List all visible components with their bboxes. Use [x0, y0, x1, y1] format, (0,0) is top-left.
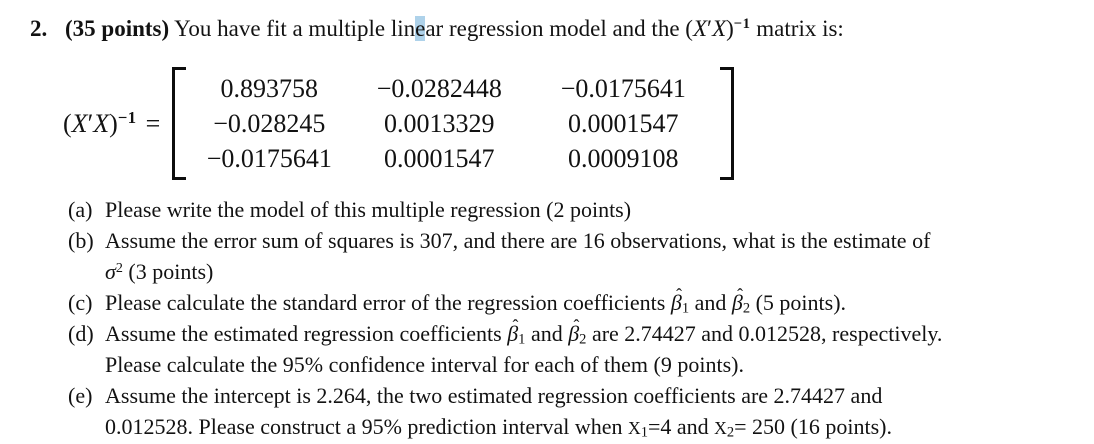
- question-e-continued: 0.012528. Please construct a 95% predict…: [105, 411, 1074, 444]
- x-variable: X: [627, 418, 641, 438]
- matrix-cell: 0.0009108: [568, 144, 679, 173]
- xtx-inverse-math: (X′X)−1: [685, 16, 750, 41]
- sigma-symbol: σ: [105, 259, 116, 284]
- question-a: (a) Please write the model of this multip…: [68, 194, 1074, 225]
- matrix-cell: −0.0175641: [206, 144, 332, 173]
- matrix-cell: 0.0013329: [384, 109, 495, 138]
- hat-accent: ˆ: [573, 315, 580, 336]
- hat-accent: ˆ: [737, 284, 743, 305]
- question-b-continued: σ2 (3 points): [105, 256, 1074, 287]
- matrix-cell: −0.028245: [213, 109, 326, 138]
- question-text: (5 points).: [755, 290, 847, 315]
- question-d: (d) Assume the estimated regression coeff…: [68, 316, 1074, 349]
- x-symbol: X: [712, 16, 727, 41]
- question-text: 0.012528. Please construct a 95% predict…: [105, 414, 623, 439]
- question-list: (a) Please write the model of this multip…: [68, 194, 1074, 444]
- problem-points: (35 points): [65, 16, 170, 41]
- beta-subscript: 1: [681, 300, 690, 317]
- x-symbol: X: [71, 108, 88, 138]
- question-text: Please calculate the standard error of t…: [105, 290, 666, 315]
- question-text: and: [530, 321, 563, 346]
- matrix-cell: 0.0001547: [384, 144, 495, 173]
- paren-close: ): [726, 16, 734, 41]
- question-label: (e): [68, 383, 93, 408]
- selection-highlight: e: [415, 16, 426, 41]
- question-label: (a): [68, 197, 93, 222]
- question-text: = 250 (16 points).: [734, 414, 892, 439]
- matrix-cell: 0.893758: [220, 74, 319, 103]
- question-c: (c) Please calculate the standard error o…: [68, 285, 1074, 318]
- question-text: Please write the model of this multiple …: [105, 197, 632, 222]
- xtx-inverse-matrix: 0.893758 −0.0282448 −0.0175641 −0.028245…: [172, 67, 735, 180]
- beta-subscript: 2: [579, 331, 587, 348]
- question-text: Assume the error sum of squares is 307, …: [105, 228, 931, 253]
- title-text-suffix: matrix is:: [756, 16, 844, 41]
- inverse-exponent: −1: [117, 107, 137, 127]
- inverse-exponent: −1: [733, 15, 751, 32]
- beta-symbol: β: [568, 321, 580, 346]
- matrix-cell: −0.0175641: [560, 74, 686, 103]
- x-subscript: 1: [640, 424, 648, 441]
- x-symbol: X: [692, 16, 708, 41]
- question-e: (e) Assume the intercept is 2.264, the tw…: [68, 380, 1074, 411]
- paren-open: (: [685, 16, 693, 41]
- beta-symbol: β: [507, 321, 519, 346]
- equals-sign: =: [145, 108, 161, 138]
- x-symbol: X: [93, 108, 110, 138]
- matrix-cell: 0.0001547: [568, 109, 679, 138]
- prime-mark: ′: [87, 108, 94, 138]
- beta-symbol: β: [670, 290, 682, 315]
- question-text: Assume the intercept is 2.264, the two e…: [105, 383, 883, 408]
- question-text: =4 and: [647, 414, 709, 439]
- beta-subscript: 2: [742, 300, 751, 317]
- question-b: (b) Assume the error sum of squares is 30…: [68, 225, 1074, 256]
- paren-open: (: [63, 108, 72, 138]
- hat-accent: ˆ: [512, 315, 519, 336]
- matrix-equation: (X′X)−1 = 0.893758 −0.0282448 −0.0175641 …: [63, 67, 1094, 180]
- beta-symbol: β: [731, 290, 743, 315]
- title-text-post: ar regression model and the: [425, 16, 680, 41]
- question-d-continued: Please calculate the 95% confidence inte…: [105, 349, 1074, 380]
- matrix-cells: 0.893758 −0.0282448 −0.0175641 −0.028245…: [186, 67, 720, 180]
- matrix-label: (X′X)−1 =: [63, 109, 160, 139]
- title-text-pre: You have fit a multiple lin: [174, 16, 416, 41]
- x-variable: X: [714, 418, 727, 438]
- xtx-inverse-math: (X′X)−1: [63, 109, 137, 138]
- hat-accent: ˆ: [676, 284, 682, 305]
- question-text: Assume the estimated regression coeffici…: [105, 321, 502, 346]
- prime-mark: ′: [707, 16, 713, 41]
- problem-heading: 2. (35 points) You have fit a multiple li…: [0, 0, 1094, 45]
- sigma-exponent: 2: [115, 259, 123, 276]
- matrix-close-bracket: [720, 67, 735, 180]
- paren-close: ): [109, 108, 118, 138]
- question-text: are 2.74427 and 0.012528, respectively.: [591, 321, 943, 346]
- matrix-open-bracket: [172, 67, 187, 180]
- question-text: and: [694, 290, 727, 315]
- beta-subscript: 1: [518, 331, 526, 348]
- problem-number: 2.: [30, 16, 48, 41]
- question-label: (d): [68, 321, 94, 346]
- matrix-cell: −0.0282448: [376, 74, 502, 103]
- question-text: Please calculate the 95% confidence inte…: [105, 352, 744, 377]
- question-label: (c): [68, 290, 93, 315]
- x-subscript: 2: [726, 424, 735, 441]
- question-text: (3 points): [128, 259, 214, 284]
- question-label: (b): [68, 228, 94, 253]
